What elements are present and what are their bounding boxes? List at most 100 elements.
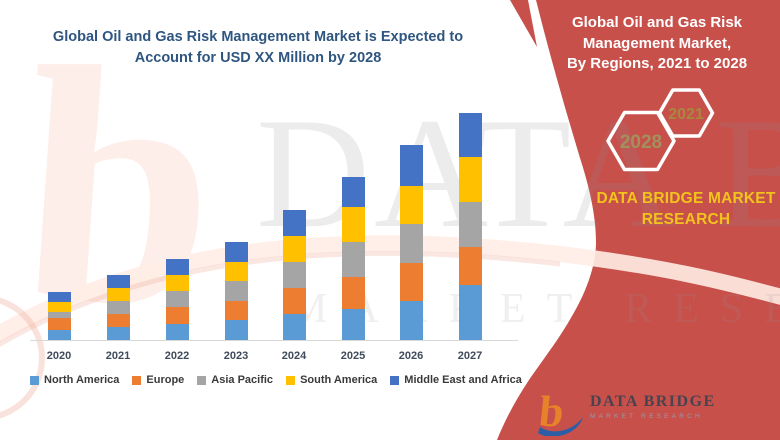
bar-segment-asia-pacific (458, 202, 482, 248)
brand-text: DATA BRIDGE MARKET RESEARCH (596, 188, 776, 230)
footer-logo-tagline: MARKET RESEARCH (590, 413, 703, 420)
chart-title-line1: Global Oil and Gas Risk Management Marke… (52, 29, 464, 45)
legend-item-north-america: North America (30, 374, 119, 386)
bar-segment-south-america (165, 274, 189, 292)
legend-label: South America (300, 374, 378, 386)
x-axis-label-2023: 2023 (223, 350, 249, 362)
legend-swatch-icon (197, 375, 207, 385)
bar-segment-europe (282, 287, 306, 314)
legend-item-asia-pacific: Asia Pacific (197, 374, 273, 386)
legend-label: Middle East and Africa (404, 374, 522, 386)
bar-segment-asia-pacific (165, 291, 189, 308)
x-axis-line (30, 340, 518, 341)
bar-segment-asia-pacific (282, 261, 306, 288)
chart-legend: North America Europe Asia Pacific South Ame… (30, 374, 522, 386)
bar-segment-middle-east-and-africa (458, 112, 482, 157)
bar-segment-middle-east-and-africa (399, 145, 423, 187)
bar-segment-asia-pacific (399, 224, 423, 263)
watermark-swoosh-icon (0, 235, 780, 343)
bar-segment-middle-east-and-africa (341, 177, 365, 208)
bar-segment-asia-pacific (341, 242, 365, 278)
x-axis-label-2022: 2022 (164, 350, 190, 362)
bar-segment-south-america (458, 156, 482, 203)
banner-wedge-shape (510, 0, 537, 47)
bar-segment-europe (224, 300, 248, 321)
bar-segment-south-america (282, 235, 306, 262)
brand-text-line1: DATA BRIDGE MARKET (596, 190, 776, 207)
bar-segment-north-america (106, 327, 130, 340)
footer-logo: b DATA BRIDGE MARKET RESEARCH (538, 386, 716, 436)
hexagon-badges: 2028 2021 (606, 88, 715, 172)
legend-label: Europe (146, 374, 185, 386)
legend-item-middle-east-and-africa: Middle East and Africa (390, 374, 522, 386)
x-axis-label-2020: 2020 (46, 350, 72, 362)
bar-segment-asia-pacific (47, 311, 71, 319)
x-axis-label-2021: 2021 (105, 350, 131, 362)
legend-label: Asia Pacific (211, 374, 274, 386)
stacked-bar-2020 (47, 291, 71, 340)
brand-text-line2: RESEARCH (641, 211, 731, 228)
bar-segment-north-america (47, 330, 71, 340)
watermark-corner-arc-icon (0, 297, 45, 419)
footer-logo-name: DATA BRIDGE (590, 393, 716, 410)
bar-segment-north-america (341, 309, 365, 340)
bar-segment-europe (399, 262, 423, 301)
chart-title: Global Oil and Gas Risk Management Marke… (28, 27, 488, 69)
bar-segment-north-america (399, 300, 423, 340)
bar-segment-middle-east-and-africa (224, 242, 248, 262)
bar-segment-europe (458, 247, 482, 285)
stacked-bar-2026 (399, 145, 423, 340)
stacked-bar-2021 (106, 275, 130, 340)
bar-segment-south-america (399, 186, 423, 225)
legend-label: North America (44, 374, 120, 386)
legend-item-south-america: South America (286, 374, 377, 386)
legend-swatch-icon (390, 375, 400, 385)
hexagon-2021-year: 2021 (668, 106, 704, 123)
bar-segment-south-america (106, 288, 130, 301)
watermark-text-secondary: MARKET RESEARCH (290, 286, 780, 332)
bar-segment-north-america (224, 320, 248, 340)
stacked-bar-2022 (165, 258, 189, 340)
bar-segment-europe (165, 307, 189, 324)
legend-item-europe: Europe (132, 374, 184, 386)
bar-segment-south-america (47, 301, 71, 312)
hexagon-2028-icon (606, 110, 676, 172)
banner-title-line2: Management Market, (582, 34, 732, 52)
databridge-logo-icon: b (538, 387, 583, 436)
bar-segment-europe (47, 318, 71, 331)
banner-title-line1: Global Oil and Gas Risk (571, 14, 743, 31)
bar-segment-north-america (282, 313, 306, 340)
stacked-bar-2023 (224, 242, 248, 340)
hexagon-2028-year: 2028 (620, 132, 662, 153)
bar-segment-europe (341, 277, 365, 309)
x-axis-label-2024: 2024 (281, 350, 307, 362)
banner-title-line3: By Regions, 2021 to 2028 (566, 55, 748, 72)
legend-swatch-icon (132, 375, 142, 385)
x-axis-label-2027: 2027 (457, 350, 483, 362)
banner-title: Global Oil and Gas Risk Management Marke… (536, 13, 778, 75)
bar-segment-south-america (224, 261, 248, 282)
bar-segment-asia-pacific (106, 301, 130, 314)
bar-segment-asia-pacific (224, 281, 248, 301)
bar-segment-middle-east-and-africa (282, 209, 306, 236)
bar-segment-middle-east-and-africa (106, 275, 130, 288)
bar-segment-europe (106, 314, 130, 327)
bar-segment-north-america (458, 284, 482, 340)
legend-swatch-icon (286, 375, 296, 385)
hexagon-2021-icon (657, 88, 715, 138)
stacked-bar-2027 (458, 112, 482, 340)
bar-segment-north-america (165, 323, 189, 340)
bar-segment-south-america (341, 207, 365, 243)
x-axis-label-2026: 2026 (398, 350, 424, 362)
svg-text:b: b (538, 387, 566, 436)
legend-swatch-icon (30, 375, 39, 385)
bar-segment-middle-east-and-africa (165, 258, 189, 275)
stacked-bar-2025 (341, 177, 365, 340)
stacked-bar-2024 (282, 209, 306, 340)
x-axis-label-2025: 2025 (340, 350, 366, 362)
chart-title-line2: Account for USD XX Million by 2028 (134, 50, 382, 66)
bar-segment-middle-east-and-africa (47, 291, 71, 302)
